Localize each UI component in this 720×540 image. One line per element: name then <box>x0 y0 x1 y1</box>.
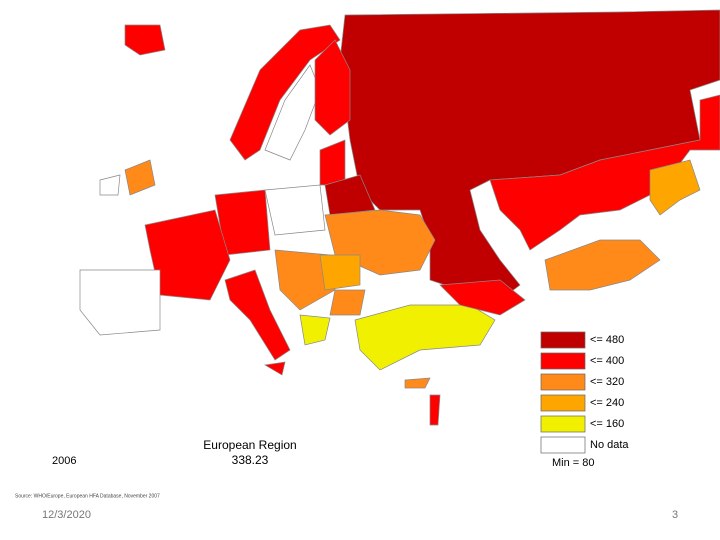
region <box>144 209 231 301</box>
region <box>224 269 291 361</box>
region <box>354 304 496 371</box>
region <box>124 159 156 196</box>
region <box>429 394 441 426</box>
legend-swatch <box>540 415 586 433</box>
year-label: 2006 <box>52 455 76 467</box>
region <box>544 239 661 291</box>
region-title: European Region <box>203 438 296 452</box>
region <box>489 94 720 251</box>
region <box>329 289 366 316</box>
footer-date: 12/3/2020 <box>42 509 91 521</box>
region <box>404 377 431 389</box>
legend-swatch <box>540 352 586 370</box>
legend-swatch <box>540 436 586 454</box>
legend-label: <= 320 <box>590 376 624 388</box>
region <box>649 159 701 216</box>
region <box>319 254 361 291</box>
source-note: Source: WHO/Europe, European HFA Databas… <box>15 493 160 499</box>
legend-label: <= 480 <box>590 334 624 346</box>
legend-swatch <box>540 373 586 391</box>
region <box>274 249 336 311</box>
region <box>264 184 326 236</box>
region <box>99 174 121 196</box>
min-label: Min = 80 <box>552 457 595 469</box>
legend: <= 480 <= 400 <= 320 <= 240 <= 160 No data <box>540 331 629 454</box>
legend-swatch <box>540 331 586 349</box>
page-number: 3 <box>672 509 678 521</box>
legend-label: <= 240 <box>590 397 624 409</box>
region-value: 338.23 <box>232 453 269 467</box>
legend-swatch <box>540 394 586 412</box>
region <box>319 139 346 186</box>
region <box>439 279 526 316</box>
region <box>124 24 166 56</box>
region <box>299 314 331 346</box>
region <box>263 361 286 376</box>
region <box>314 39 351 136</box>
region <box>324 174 376 216</box>
legend-label: <= 400 <box>590 355 624 367</box>
legend-label: <= 160 <box>590 418 624 430</box>
region <box>79 269 161 336</box>
countries <box>79 9 720 426</box>
legend-label: No data <box>590 439 629 451</box>
